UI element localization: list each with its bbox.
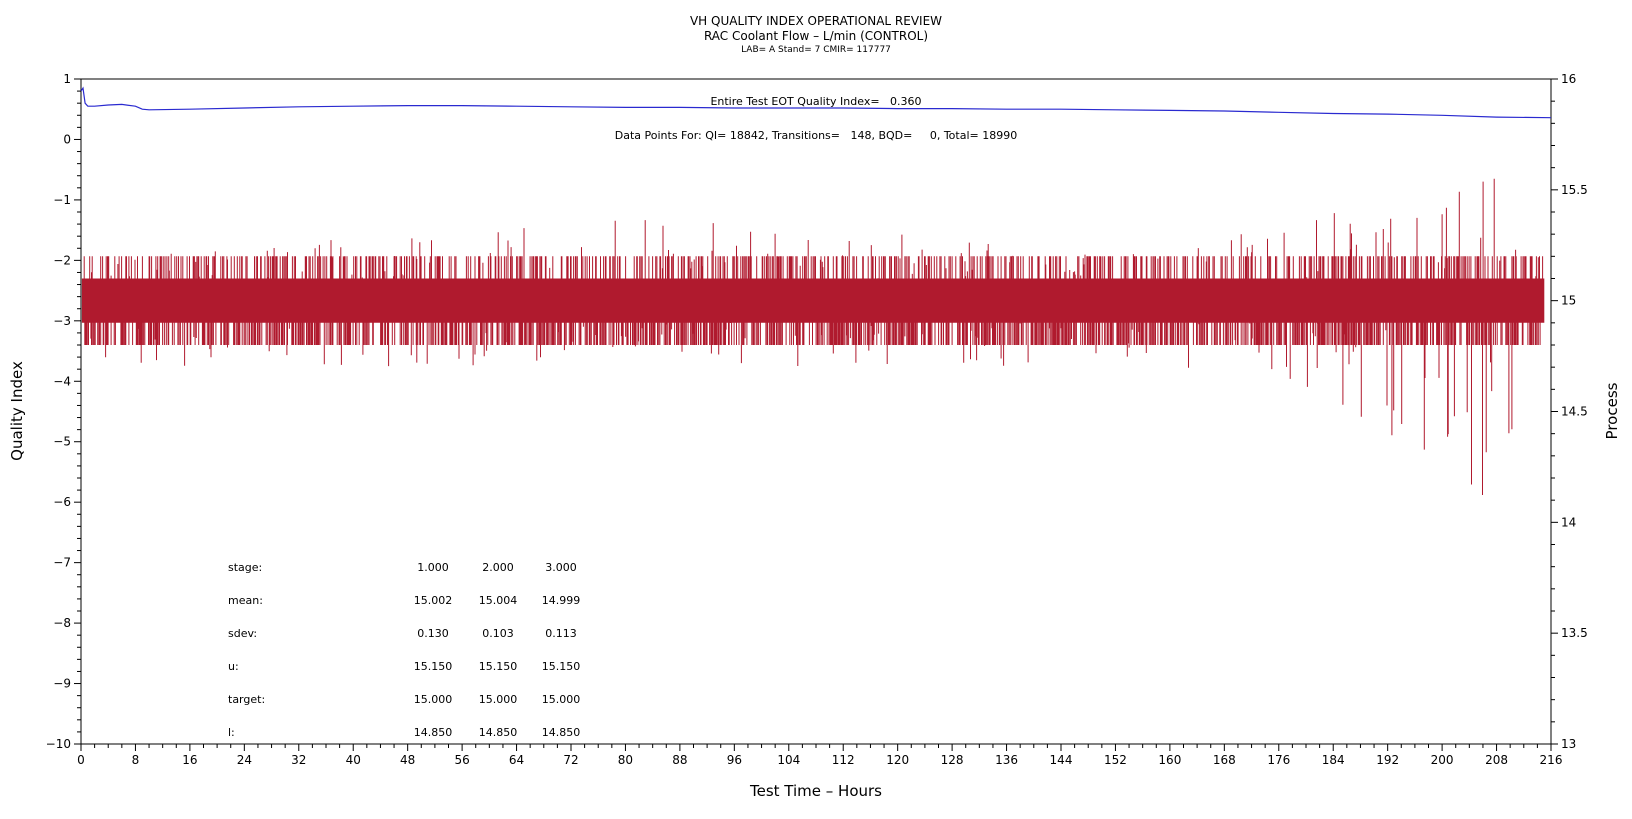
y-tick-label: −6 [53, 495, 71, 509]
process-trace-path [81, 178, 1545, 495]
x-tick-label: 72 [563, 753, 578, 767]
stats-cell: 15.150 [414, 660, 453, 673]
x-tick-label: 192 [1376, 753, 1399, 767]
x-tick-label: 32 [291, 753, 306, 767]
y-axis-left: 1 0 −1 −2 −3 −4 −5 −6 −7 −8 −9 −10 [46, 72, 81, 751]
y-tick-label: −10 [46, 737, 71, 751]
x-tick-label: 200 [1431, 753, 1454, 767]
x-tick-label: 24 [237, 753, 252, 767]
stats-cell: 15.000 [414, 693, 453, 706]
x-tick-label: 168 [1213, 753, 1236, 767]
stats-cell: 14.850 [414, 726, 453, 739]
x-tick-label: 48 [400, 753, 415, 767]
y-tick-label: 1 [63, 72, 71, 86]
x-axis-label: Test Time – Hours [749, 782, 882, 800]
stats-cell: 0.113 [545, 627, 577, 640]
y-tick-label: −4 [53, 374, 71, 388]
y2-tick-label: 15.5 [1561, 183, 1588, 197]
x-tick-label: 64 [509, 753, 524, 767]
stats-row-label: u: [228, 660, 239, 673]
y2-tick-label: 14.5 [1561, 405, 1588, 419]
x-tick-label: 216 [1540, 753, 1563, 767]
x-tick-label: 88 [672, 753, 687, 767]
x-tick-label: 120 [886, 753, 909, 767]
stats-cell: 2.000 [482, 561, 514, 574]
quality-index-line [80, 86, 1552, 119]
stats-cell: 0.130 [417, 627, 449, 640]
y2-tick-label: 13.5 [1561, 626, 1588, 640]
x-tick-label: 104 [777, 753, 800, 767]
stats-row-label: mean: [228, 594, 263, 607]
stats-cell: 14.999 [542, 594, 581, 607]
y2-tick-label: 13 [1561, 737, 1576, 751]
x-tick-label: 152 [1104, 753, 1127, 767]
x-tick-label: 136 [995, 753, 1018, 767]
y-tick-label: −3 [53, 314, 71, 328]
x-tick-label: 56 [454, 753, 469, 767]
stats-cell: 15.150 [542, 660, 581, 673]
stats-cell: 15.004 [479, 594, 518, 607]
y-tick-label: −5 [53, 435, 71, 449]
y-axis-right: 13 13.5 14 14.5 15 15.5 16 [1551, 72, 1588, 751]
chart-title: VH QUALITY INDEX OPERATIONAL REVIEW [690, 14, 942, 28]
process-trace [81, 178, 1545, 495]
stats-row-label: l: [228, 726, 235, 739]
stats-cell: 15.150 [479, 660, 518, 673]
y2-tick-label: 15 [1561, 294, 1576, 308]
y2-tick-label: 16 [1561, 72, 1576, 86]
stats-cell: 14.850 [479, 726, 518, 739]
x-tick-label: 0 [77, 753, 85, 767]
stats-cell: 15.000 [479, 693, 518, 706]
y2-axis-label: Process [1603, 382, 1621, 439]
data-points-annotation: Data Points For: QI= 18842, Transitions=… [615, 129, 1017, 142]
stats-row-label: stage: [228, 561, 262, 574]
stats-cell: 15.000 [542, 693, 581, 706]
y-tick-label: −9 [53, 677, 71, 691]
x-tick-label: 176 [1267, 753, 1290, 767]
stats-row-label: target: [228, 693, 265, 706]
x-axis: 0 8 16 24 32 40 48 56 64 72 80 88 96 104 112 120 128 136 1… [77, 744, 1562, 767]
stats-cell: 3.000 [545, 561, 577, 574]
x-tick-label: 112 [832, 753, 855, 767]
qi-annotation: Entire Test EOT Quality Index= 0.360 [710, 95, 921, 108]
quality-index-polyline [80, 86, 1552, 119]
y-tick-label: −8 [53, 616, 71, 630]
y-tick-label: −2 [53, 253, 71, 267]
y-tick-label: −7 [53, 556, 71, 570]
stats-table: stage: 1.000 2.000 3.000 mean: 15.002 15.004 14… [228, 561, 580, 739]
stats-cell: 14.850 [542, 726, 581, 739]
stats-row-label: sdev: [228, 627, 257, 640]
x-tick-label: 96 [727, 753, 742, 767]
x-tick-label: 128 [941, 753, 964, 767]
x-tick-label: 16 [182, 753, 197, 767]
y-tick-label: −1 [53, 193, 71, 207]
stats-cell: 1.000 [417, 561, 449, 574]
plot-frame [80, 78, 1552, 745]
chart-subtitle-lab: LAB= A Stand= 7 CMIR= 117777 [741, 45, 891, 55]
x-tick-label: 40 [346, 753, 361, 767]
stats-cell: 0.103 [482, 627, 514, 640]
x-tick-label: 144 [1050, 753, 1073, 767]
stats-cell: 15.002 [414, 594, 453, 607]
x-tick-label: 208 [1485, 753, 1508, 767]
x-tick-label: 80 [618, 753, 633, 767]
x-tick-label: 8 [132, 753, 140, 767]
y2-tick-label: 14 [1561, 515, 1576, 529]
y-tick-label: 0 [63, 132, 71, 146]
x-tick-label: 184 [1322, 753, 1345, 767]
chart-subtitle: RAC Coolant Flow – L/min (CONTROL) [704, 29, 928, 43]
y-axis-label: Quality Index [8, 361, 26, 461]
x-tick-label: 160 [1158, 753, 1181, 767]
